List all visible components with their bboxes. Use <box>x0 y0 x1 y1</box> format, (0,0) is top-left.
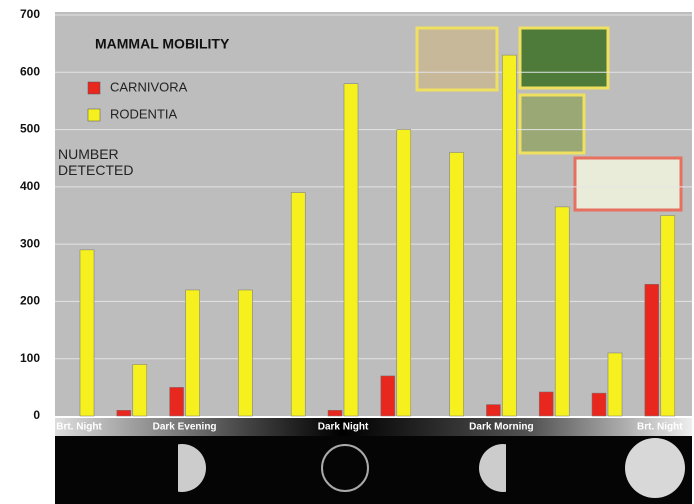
bar <box>554 206 570 417</box>
bar <box>644 283 660 417</box>
y-tick-label: 500 <box>20 122 40 136</box>
y-tick-label: 200 <box>20 294 40 308</box>
moon <box>625 438 685 498</box>
legend-label: CARNIVORA <box>110 79 188 94</box>
y-tick-label: 0 <box>33 408 40 422</box>
moon-shadow <box>158 444 178 492</box>
chart-title: MAMMAL MOBILITY <box>95 36 230 52</box>
bar <box>449 152 464 417</box>
bar <box>396 129 412 417</box>
y-axis-label: NUMBER DETECTED <box>58 146 134 178</box>
legend-label: RODENTIA <box>110 106 178 121</box>
moon-strip <box>55 436 692 504</box>
x-tick-label: Dark Evening <box>153 422 217 433</box>
x-tick-label: Dark Morning <box>469 422 533 433</box>
bar <box>380 375 396 417</box>
bar <box>327 410 343 417</box>
bar <box>343 83 359 417</box>
bar <box>538 391 554 417</box>
bar <box>116 410 132 417</box>
bar <box>660 215 676 417</box>
x-tick-label: Dark Night <box>318 422 369 433</box>
y-tick-label: 300 <box>20 236 40 250</box>
y-tick-label: 700 <box>20 7 40 21</box>
photo <box>573 156 683 212</box>
bar <box>132 364 148 417</box>
bar <box>185 289 200 417</box>
moon <box>321 444 369 492</box>
photo <box>415 26 499 92</box>
bar <box>238 289 253 417</box>
y-tick-label: 400 <box>20 179 40 193</box>
bar <box>169 387 184 417</box>
light-strip <box>55 418 692 436</box>
bar <box>607 352 623 417</box>
legend-swatch <box>87 81 101 95</box>
bar <box>486 404 501 417</box>
x-tick-label: Brt. Night <box>56 422 102 433</box>
y-tick-label: 600 <box>20 64 40 78</box>
x-tick-label: Brt. Night <box>637 422 683 433</box>
bar <box>290 192 306 417</box>
photo <box>518 93 586 155</box>
y-tick-label: 100 <box>20 351 40 365</box>
photo <box>518 26 610 90</box>
legend-swatch <box>87 108 101 122</box>
bar <box>79 249 95 417</box>
moon-shadow <box>506 444 528 492</box>
bar <box>591 392 607 417</box>
bar <box>502 54 517 417</box>
